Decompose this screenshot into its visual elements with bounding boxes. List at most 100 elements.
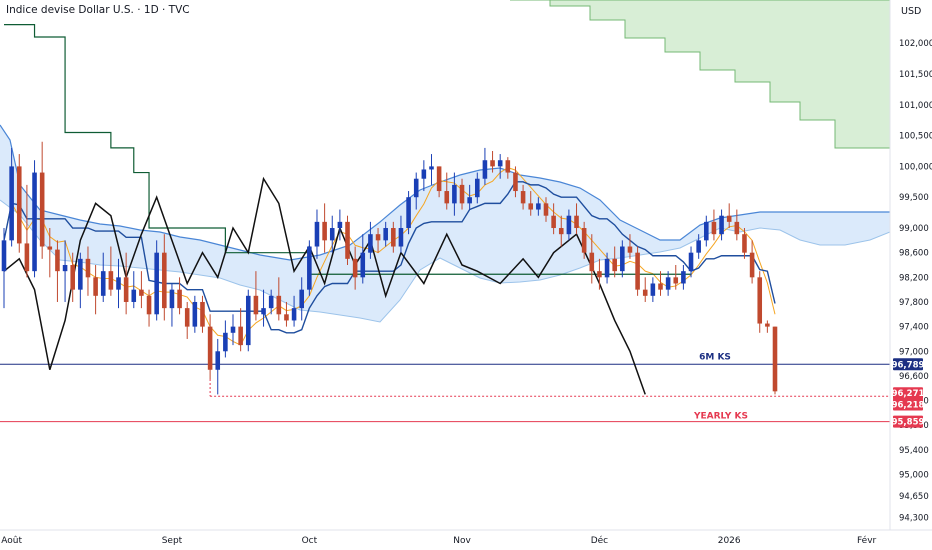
y-tick-label: 100,000 xyxy=(899,162,932,172)
candle-body xyxy=(650,283,656,296)
candle-body xyxy=(123,277,129,302)
y-tick-label: 97,400 xyxy=(899,323,929,333)
candle-body xyxy=(581,228,587,253)
y-tick-label: 101,000 xyxy=(899,101,932,111)
candle-body xyxy=(421,169,427,179)
candle-body xyxy=(513,172,518,192)
candle-body xyxy=(719,215,724,235)
candle-body xyxy=(223,332,228,352)
candle-body xyxy=(322,221,327,241)
candle-body xyxy=(406,197,411,229)
y-tick-label: 101,500 xyxy=(899,70,932,80)
candle-body xyxy=(32,172,37,272)
candle-body xyxy=(131,289,137,302)
label-6m-ks: 6M KS xyxy=(699,352,731,362)
candle-body xyxy=(566,215,572,235)
candle-body xyxy=(704,221,709,241)
candle-body xyxy=(505,160,511,173)
candle-body xyxy=(642,289,648,296)
candle-body xyxy=(253,295,259,315)
candle-body xyxy=(627,246,633,253)
candle-body xyxy=(329,228,335,241)
candle-body xyxy=(497,160,503,167)
candle-body xyxy=(467,197,472,204)
ichimoku-cloud-future xyxy=(510,0,891,149)
price-tag-label: 96,271 xyxy=(892,389,925,399)
candle-body xyxy=(589,252,595,272)
candle-body xyxy=(711,221,717,235)
candle-body xyxy=(85,258,91,278)
candle-body xyxy=(9,166,14,241)
x-tick-label: Août xyxy=(1,536,22,546)
candle-body xyxy=(146,295,152,315)
y-tick-label: 95,000 xyxy=(899,471,929,481)
candle-body xyxy=(696,240,701,253)
candle-body xyxy=(375,234,381,241)
candle-body xyxy=(681,271,686,284)
candle-body xyxy=(543,203,549,216)
x-tick-label: Oct xyxy=(302,536,318,546)
candle-body xyxy=(772,326,778,392)
candle-body xyxy=(230,326,236,333)
y-tick-label: 97,800 xyxy=(899,298,929,308)
candle-body xyxy=(536,203,541,210)
candle-body xyxy=(597,271,602,278)
x-tick-label: Nov xyxy=(453,536,471,546)
y-tick-label: 98,200 xyxy=(899,273,929,283)
y-tick-label: 97,000 xyxy=(899,347,929,357)
candle-body xyxy=(55,249,60,272)
kijun-line xyxy=(3,181,776,334)
candle-body xyxy=(658,283,663,290)
candle-body xyxy=(238,326,243,346)
candle-body xyxy=(245,295,251,346)
candle-body xyxy=(100,271,106,296)
candle-body xyxy=(291,308,297,321)
black-line xyxy=(3,176,646,395)
candle-body xyxy=(528,203,534,210)
tenkan-line xyxy=(3,167,776,346)
candle-body xyxy=(200,301,205,327)
x-tick-label: Févr xyxy=(857,535,877,546)
candle-body xyxy=(39,172,45,247)
candle-body xyxy=(70,265,75,290)
candle-body xyxy=(169,289,175,309)
candle-body xyxy=(78,258,83,290)
candle-body xyxy=(93,277,98,296)
candle-body xyxy=(734,221,740,235)
candle-body xyxy=(452,184,457,204)
candle-body xyxy=(474,178,480,198)
candle-body xyxy=(139,289,144,296)
candle-body xyxy=(116,277,121,290)
candle-body xyxy=(352,258,358,278)
candle-body xyxy=(612,258,617,272)
candle-body xyxy=(604,258,610,278)
candle-body xyxy=(1,240,7,272)
candle-body xyxy=(261,308,266,315)
candle-body xyxy=(299,289,305,309)
candle-body xyxy=(391,228,396,247)
currency-label[interactable]: USD xyxy=(901,6,922,17)
candle-body xyxy=(62,265,68,272)
candle-body xyxy=(337,221,343,229)
candle-body xyxy=(307,246,312,290)
candle-body xyxy=(207,326,213,370)
candle-body xyxy=(520,191,526,204)
chart-header: Indice devise Dollar U.S. · 1D · TVC xyxy=(6,4,190,16)
price-tag-label: 95,859 xyxy=(892,418,925,428)
y-tick-label: 95,400 xyxy=(899,446,929,456)
candle-body xyxy=(16,166,22,244)
candle-body xyxy=(436,166,442,192)
candle-body xyxy=(192,301,198,327)
candle-body xyxy=(284,314,289,321)
candle-body xyxy=(345,221,350,259)
y-tick-label: 100,500 xyxy=(899,132,932,142)
candle-body xyxy=(215,351,221,370)
price-tag xyxy=(893,358,923,371)
candle-body xyxy=(368,234,373,253)
y-tick-label: 102,000 xyxy=(899,39,932,49)
candle-body xyxy=(635,252,640,290)
candle-body xyxy=(482,160,488,179)
price-tag xyxy=(893,387,923,400)
candle-body xyxy=(429,166,434,170)
